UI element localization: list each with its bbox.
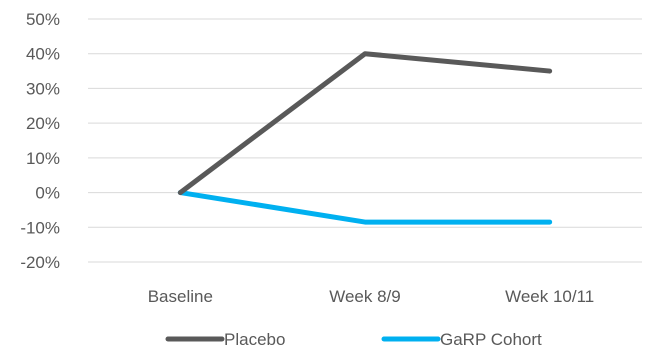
y-tick-label: 0%: [35, 184, 60, 203]
y-tick-label: 40%: [26, 45, 60, 64]
y-tick-label: 10%: [26, 149, 60, 168]
legend-label-placebo: Placebo: [224, 330, 285, 349]
x-tick-label: Week 8/9: [329, 287, 401, 306]
y-tick-label: 20%: [26, 114, 60, 133]
legend: Placebo GaRP Cohort: [165, 330, 542, 349]
x-tick-label: Baseline: [148, 287, 213, 306]
series-line-placebo: [177, 51, 553, 196]
x-axis-tick-labels: Baseline Week 8/9 Week 10/11: [148, 287, 595, 306]
y-tick-label: 30%: [26, 79, 60, 98]
y-axis-tick-labels: 50% 40% 30% 20% 10% 0% -10% -20%: [20, 10, 60, 272]
y-tick-label: 50%: [26, 10, 60, 29]
y-tick-label: -20%: [20, 253, 60, 272]
legend-label-garp-cohort: GaRP Cohort: [440, 330, 542, 349]
x-tick-label: Week 10/11: [505, 287, 594, 306]
y-tick-label: -10%: [20, 218, 60, 237]
series-line-garp-cohort: [177, 190, 553, 225]
series-lines: [177, 51, 553, 225]
